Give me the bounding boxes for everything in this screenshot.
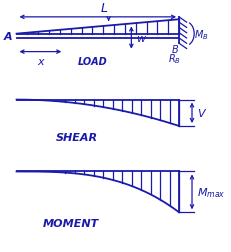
Text: MOMENT: MOMENT	[43, 218, 99, 228]
Text: x: x	[37, 57, 44, 67]
Text: SHEAR: SHEAR	[56, 132, 98, 142]
Text: $M_{max}$: $M_{max}$	[198, 185, 226, 199]
Text: V: V	[198, 108, 205, 118]
Text: $M_B$: $M_B$	[194, 28, 209, 41]
Text: B: B	[171, 45, 178, 55]
Text: A: A	[3, 32, 12, 42]
Text: LOAD: LOAD	[77, 57, 107, 67]
Text: w: w	[136, 34, 145, 43]
Text: L: L	[101, 2, 108, 15]
Text: $R_B$: $R_B$	[168, 52, 181, 66]
